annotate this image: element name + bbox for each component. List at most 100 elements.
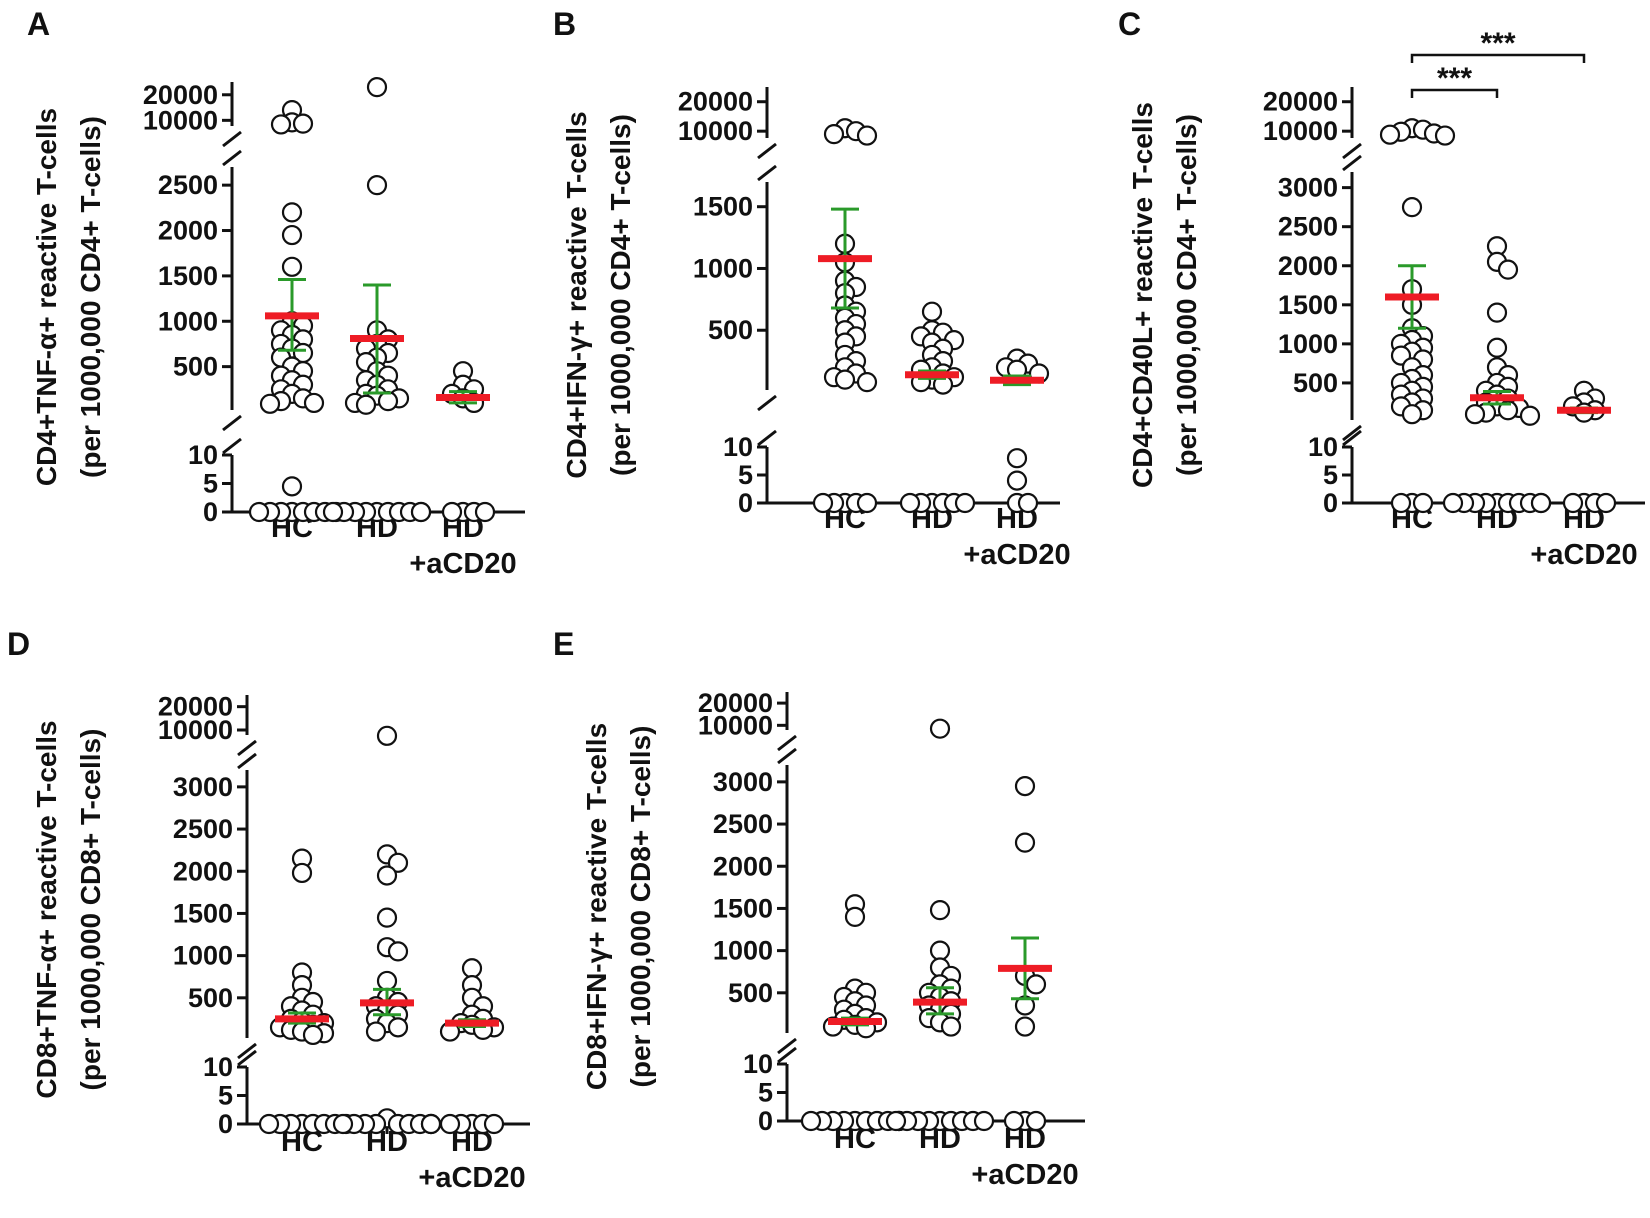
data-point [1562,492,1584,514]
data-point [1014,832,1036,853]
y-tick-label: 20000 [158,692,233,722]
y-tick-label: 10 [723,432,753,462]
y-tick-label: 1500 [173,898,233,928]
y-axis-label-units: (per 1000,000 CD4+ T-cells) [605,114,636,476]
data-point [483,1113,505,1135]
data-point [292,113,314,134]
axis-break-mark [777,747,797,765]
data-point [258,1113,280,1135]
data-point [474,501,496,523]
y-tick-label: 2500 [173,814,233,844]
data-point [365,1021,387,1042]
data-point [1025,1110,1047,1132]
panel-E: E CD8+IFN-γ+ reactive T-cells (per 1000,00… [553,626,1085,1191]
y-tick-label: 3000 [713,767,773,797]
axis-break-mark [777,1037,797,1055]
data-point [856,372,878,393]
data-point [355,394,377,415]
y-tick-label: 1000 [693,253,753,283]
data-point [322,501,344,523]
significance-bracket [1410,88,1499,98]
category-label: +aCD20 [963,539,1070,571]
axis-break-mark [222,149,242,167]
axis-break-mark [222,130,242,148]
axis-break-mark [1342,154,1362,172]
y-tick-label: 20000 [143,80,218,110]
data-point [387,1017,409,1038]
axis-break-mark [1342,142,1362,160]
data-point [1595,492,1617,514]
data-point [303,392,325,414]
data-point [929,900,951,921]
data-point [366,77,388,98]
y-tick-label: 500 [708,315,753,345]
y-tick-label: 2000 [158,216,218,246]
data-point [410,501,432,523]
significance-label: *** [1437,62,1472,95]
category-label: +aCD20 [409,548,516,580]
panel-letter: B [553,6,576,42]
y-tick-label: 10 [743,1049,773,1079]
y-axis-label: CD4+TNF-α+ reactive T-cells [31,108,62,486]
data-point [899,492,921,514]
data-point [1014,1016,1036,1037]
y-tick-label: 500 [188,983,233,1013]
y-tick-label: 500 [1293,368,1338,398]
y-tick-label: 5 [218,1081,233,1111]
data-point [441,501,463,523]
y-tick-label: 500 [173,352,218,382]
y-tick-label: 5 [203,469,218,499]
y-tick-label: 10 [188,440,218,470]
y-tick-label: 0 [203,497,218,527]
data-point [1412,492,1434,514]
y-tick-label: 0 [218,1109,233,1139]
data-point [856,492,878,514]
data-point [376,865,398,886]
data-point [439,1113,461,1135]
panel-letter: D [7,626,30,662]
axis-break-mark [757,394,777,412]
data-point [281,202,303,223]
y-tick-label: 20000 [698,688,773,718]
y-tick-label: 3000 [173,772,233,802]
panel-letter: A [27,6,50,42]
axis-break-mark [1342,424,1362,442]
data-point [823,124,845,145]
data-point [929,940,951,961]
data-point [1519,405,1541,426]
y-tick-label: 500 [728,978,773,1008]
y-tick-label: 1000 [158,306,218,336]
data-point [281,224,303,246]
data-point [377,391,399,412]
y-axis-label: CD4+CD40L+ reactive T-cells [1127,102,1158,488]
data-point [1379,124,1401,145]
y-tick-label: 20000 [1263,87,1338,117]
data-point [885,1110,907,1132]
panel-D: D CD8+TNF-α+ reactive T-cells (per 1000,00… [7,626,530,1194]
data-point [1530,492,1552,514]
data-point [376,725,398,746]
category-label: +aCD20 [971,1159,1078,1191]
data-point [461,958,483,979]
y-tick-label: 10 [1308,432,1338,462]
y-axis-label: CD8+TNF-α+ reactive T-cells [31,720,62,1098]
y-axis-label: CD8+IFN-γ+ reactive T-cells [581,723,612,1090]
y-tick-label: 10000 [1263,116,1338,146]
axis-break-mark [777,734,797,752]
y-tick-label: 2000 [173,856,233,886]
data-point [1003,1110,1025,1132]
axis-break-mark [757,429,777,447]
data-point [856,125,878,146]
data-point [929,718,951,739]
data-point [291,862,313,884]
data-point [248,501,270,523]
data-point [1464,404,1486,425]
y-tick-label: 5 [1323,460,1338,490]
y-axis-label-units: (per 1000,000 CD4+ T-cells) [1171,114,1202,476]
panel-letter: E [553,626,574,662]
y-tick-label: 10 [203,1052,233,1082]
y-tick-label: 10000 [678,116,753,146]
data-point [332,1113,354,1135]
category-label: +aCD20 [418,1162,525,1194]
